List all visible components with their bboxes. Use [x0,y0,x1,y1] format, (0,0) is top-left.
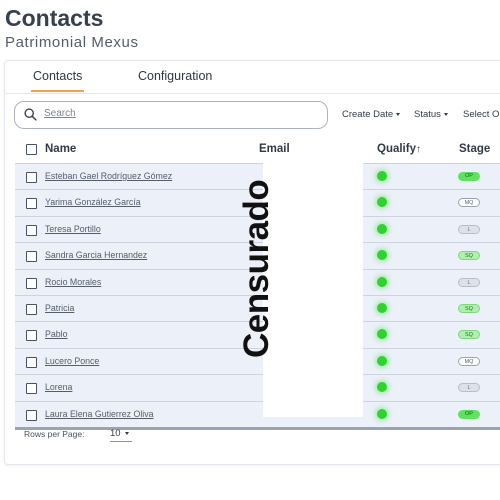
chevron-down-icon [443,112,448,116]
column-header-name[interactable]: Name [45,143,77,155]
qualify-label: Qualify [377,143,416,155]
chevron-down-icon [396,112,401,116]
column-header-email[interactable]: Email [259,143,290,155]
contact-name-link[interactable]: Esteban Gael Rodríguez Gómez [45,171,173,181]
rows-per-page-select[interactable]: 10 [110,428,132,442]
contact-name-link[interactable]: Patricia [45,302,75,313]
page-subtitle: Patrimonial Mexus [5,34,139,51]
table-row[interactable]: Lorena L [15,374,500,401]
rows-per-page-value: 10 [110,428,121,439]
page-title: Contacts [5,5,104,31]
stage-badge: OP [458,172,480,181]
pagination-footer: Rows per Page: 10 [24,428,132,442]
tab-contacts[interactable]: Contacts [30,69,85,92]
qualify-status-dot [377,382,387,393]
row-checkbox[interactable] [26,172,37,183]
stage-badge: L [458,383,480,393]
row-checkbox[interactable] [26,330,37,342]
contact-name-link[interactable]: Yarima González García [45,197,141,208]
column-header-qualify[interactable]: Qualify↑ [377,143,421,155]
qualify-status-dot [377,329,387,340]
table-row[interactable]: Patricia SQ [15,294,500,322]
row-checkbox[interactable] [26,224,37,236]
filter-create-date[interactable]: Create Date [342,109,401,120]
filter-select-owner[interactable]: Select O [463,109,499,120]
tab-configuration[interactable]: Configuration [138,69,213,83]
stage-badge: MQ [458,198,480,208]
contact-name-link[interactable]: Teresa Portillo [45,223,101,234]
qualify-status-dot [377,197,387,208]
contact-name-link[interactable]: Rocio Morales [45,276,102,287]
contact-name-link[interactable]: Lorena [45,382,73,393]
search-icon [24,108,37,121]
search-input[interactable]: Search [14,101,328,129]
contacts-table: Name Email Qualify↑ Stage Esteban Gael R… [15,139,500,430]
table-row[interactable]: Rocio Morales L [15,268,500,295]
table-row[interactable]: Laura Elena Gutierrez Oliva OP [15,400,500,430]
row-checkbox[interactable] [26,251,37,263]
contact-name-link[interactable]: Pablo [45,329,68,340]
row-checkbox[interactable] [26,277,37,289]
stage-badge: L [458,277,480,287]
tab-bar: Contacts Configuration [5,61,500,94]
stage-badge: SQ [458,330,480,340]
row-checkbox[interactable] [26,356,37,368]
stage-badge: L [458,224,480,234]
select-all-checkbox[interactable] [26,144,37,155]
qualify-status-dot [377,355,387,366]
table-row[interactable]: Esteban Gael Rodríguez Gómez OP [15,163,500,190]
row-checkbox[interactable] [26,198,37,210]
chevron-down-icon [124,431,129,435]
table-row[interactable]: Yarima González García MQ [15,189,500,216]
table-row[interactable]: Sandra Garcia Hernandez SQ [15,242,500,269]
contact-name-link[interactable]: Lucero Ponce [45,355,100,366]
row-checkbox[interactable] [26,303,37,315]
search-placeholder: Search [44,108,76,119]
table-row[interactable]: Pablo SQ [15,321,500,348]
filter-create-date-label: Create Date [342,109,394,120]
stage-badge: SQ [458,251,480,261]
contacts-panel: Contacts Configuration Search Create Dat… [4,60,500,465]
filter-status-label: Status [414,109,441,120]
table-body: Esteban Gael Rodríguez Gómez OP Yarima Gon… [15,163,500,430]
qualify-status-dot [377,276,387,287]
qualify-status-dot [377,408,387,419]
table-row[interactable]: Lucero Ponce MQ [15,347,500,375]
row-checkbox[interactable] [26,383,37,395]
table-row[interactable]: Teresa Portillo L [15,215,500,243]
qualify-status-dot [377,250,387,261]
stage-badge: MQ [458,356,480,366]
contact-name-link[interactable]: Laura Elena Gutierrez Oliva [45,408,154,419]
sort-ascending-icon: ↑ [415,144,421,155]
filter-select-label: Select O [463,109,500,120]
stage-badge: OP [458,409,480,419]
contact-name-link[interactable]: Sandra Garcia Hernandez [45,250,148,261]
filter-status[interactable]: Status [414,109,448,120]
censored-overlay-text: Censurado [237,179,276,358]
email-redaction [263,163,363,417]
column-header-stage[interactable]: Stage [459,143,491,155]
qualify-status-dot [377,171,387,181]
rows-per-page-label: Rows per Page: [24,429,85,439]
stage-badge: SQ [458,303,480,313]
qualify-status-dot [377,302,387,313]
table-header: Name Email Qualify↑ Stage [15,139,500,163]
qualify-status-dot [377,223,387,234]
row-checkbox[interactable] [26,409,37,421]
